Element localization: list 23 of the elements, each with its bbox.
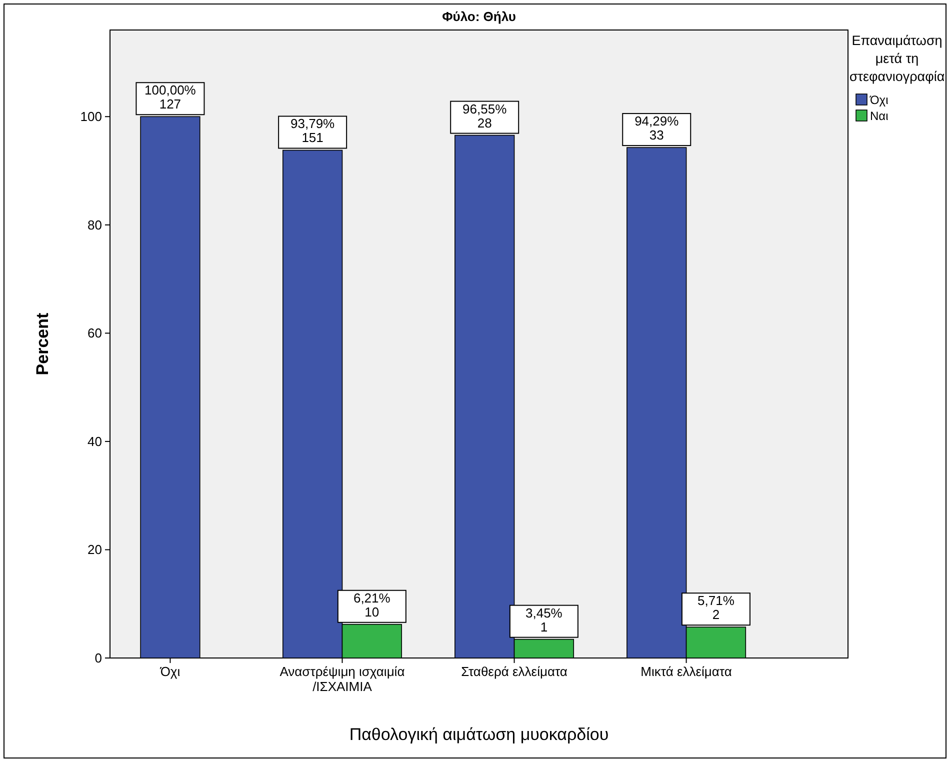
y-tick-label: 100 xyxy=(80,109,102,124)
data-label: 100,00% 127 xyxy=(144,82,196,112)
data-label: 5,71% 2 xyxy=(698,593,735,622)
legend-label: Ναι xyxy=(870,109,889,123)
y-tick-label: 60 xyxy=(88,326,102,341)
y-tick-label: 40 xyxy=(88,434,102,449)
data-label: 96,55% 28 xyxy=(462,101,508,130)
data-label: 3,45% 1 xyxy=(526,605,563,634)
x-axis-title: Παθολογική αιμάτωση μυοκαρδίου xyxy=(349,725,609,744)
legend-title: Επαναιμάτωση μετά τη στεφανιογραφία xyxy=(849,33,945,84)
y-axis-title: Percent xyxy=(33,312,52,376)
x-tick-label: Σταθερά ελλείματα xyxy=(461,664,568,679)
data-label: 6,21% 10 xyxy=(353,590,391,620)
legend-label: Όχι xyxy=(869,93,889,107)
x-tick-label: Αναστρέψιμη ισχαιμία /ΙΣΧΑΙΜΙΑ xyxy=(280,664,406,694)
x-tick-label: Όχι xyxy=(159,664,180,679)
data-label: 93,79% 151 xyxy=(290,116,336,146)
y-tick-label: 20 xyxy=(88,542,102,558)
x-tick-label: Μικτά ελλείματα xyxy=(640,664,732,679)
data-label: 94,29% 33 xyxy=(634,114,680,143)
chart-title: Φύλο: Θήλυ xyxy=(442,9,516,24)
y-tick-label: 0 xyxy=(94,650,102,666)
y-tick-label: 80 xyxy=(88,217,102,232)
